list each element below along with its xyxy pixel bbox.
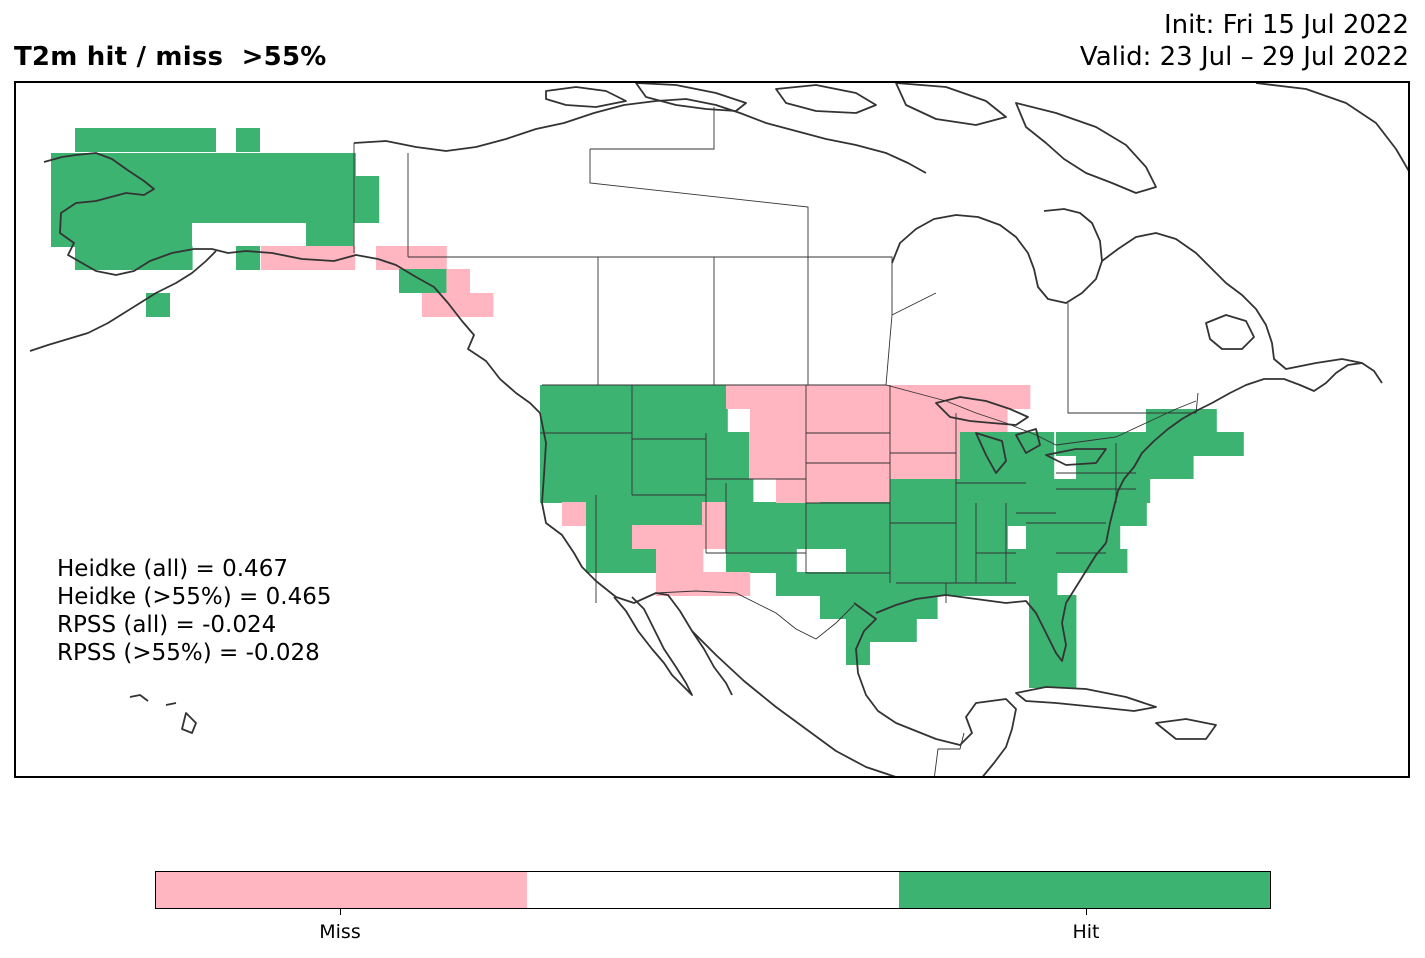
hit-cell	[540, 479, 728, 503]
hit-cell	[1029, 618, 1077, 642]
miss-cell	[446, 293, 494, 317]
coastline-hudson-bay	[891, 208, 1103, 304]
miss-cell	[750, 432, 798, 456]
miss-cell	[376, 246, 447, 270]
hit-cell	[540, 432, 728, 456]
coastline-gulf	[853, 602, 1017, 776]
coastline-mexico-west	[691, 630, 896, 776]
hit-cell	[960, 455, 1055, 479]
miss-cell	[562, 502, 586, 526]
colorbar-segment-miss	[156, 872, 528, 908]
hit-cell	[702, 432, 750, 456]
hit-cell	[236, 246, 260, 270]
border-canada-provinces	[407, 149, 1199, 414]
hit-cell	[306, 223, 354, 247]
score-heidke-55: Heidke (>55%) = 0.465	[57, 584, 332, 610]
coastline-pacific	[539, 412, 733, 696]
hit-cell	[960, 525, 1008, 549]
border-us-canada	[542, 384, 1197, 446]
hit-cell	[236, 128, 260, 152]
colorbar-tick-hit	[1086, 909, 1087, 915]
miss-cell	[796, 479, 891, 503]
border-guatemala	[934, 732, 965, 776]
miss-cell	[750, 455, 798, 479]
colorbar-tick-miss	[340, 909, 341, 915]
hit-cell	[586, 549, 657, 573]
map-canvas	[29, 83, 1408, 776]
hit-cell	[540, 409, 728, 433]
hit-cell	[75, 246, 193, 270]
map-title: T2m hit / miss >55%	[14, 42, 327, 72]
hit-cell	[75, 128, 216, 152]
hit-cell	[540, 385, 728, 409]
colorbar	[155, 871, 1271, 909]
coastline-hawaii	[129, 694, 197, 734]
border-us-mexico	[633, 590, 855, 640]
hit-cell	[1166, 432, 1214, 456]
miss-cell	[656, 549, 704, 573]
coastline-alaska	[43, 152, 541, 414]
coastline-atlantic	[1105, 362, 1383, 544]
hit-miss-grid	[51, 128, 1244, 688]
score-rpss-55: RPSS (>55%) = -0.028	[57, 640, 320, 666]
hit-cell	[702, 455, 750, 479]
coastline-gulf-north	[875, 542, 1107, 662]
hit-cell	[586, 502, 704, 526]
colorbar-label-hit: Hit	[1072, 921, 1100, 943]
hit-cell	[306, 176, 354, 200]
colorbar-label-miss: Miss	[319, 921, 361, 943]
hit-cell	[1056, 479, 1151, 503]
hit-cell	[51, 153, 356, 177]
coastline-greenland	[1255, 83, 1408, 172]
hit-cell	[1029, 664, 1077, 688]
hit-cell	[306, 199, 354, 223]
miss-cell	[866, 385, 1031, 409]
coastline-baja	[613, 596, 693, 696]
map-frame	[14, 81, 1410, 778]
miss-cell	[446, 269, 470, 293]
hit-cell	[1026, 525, 1121, 549]
coastline-labrador	[1101, 232, 1363, 370]
coastline-arctic-island-2	[635, 83, 747, 112]
coastline-cuba	[1015, 686, 1157, 712]
score-heidke-all: Heidke (all) = 0.467	[57, 556, 288, 582]
miss-cell	[632, 525, 727, 549]
skill-scores: Heidke (all) = 0.467 Heidke (>55%) = 0.4…	[57, 555, 331, 667]
coastline-arctic-island-4	[895, 83, 1007, 126]
valid-period: Valid: 23 Jul – 29 Jul 2022	[1079, 42, 1409, 72]
score-rpss-all: RPSS (all) = -0.024	[57, 612, 277, 638]
hit-cell	[51, 223, 192, 247]
miss-cell	[796, 455, 937, 479]
coastlines	[29, 83, 1408, 776]
hit-cell	[540, 455, 728, 479]
hit-cell	[960, 572, 1008, 596]
hit-cell	[846, 618, 917, 642]
init-date: Init: Fri 15 Jul 2022	[1164, 10, 1409, 40]
colorbar-segment-hit	[898, 872, 1270, 908]
colorbar-segment-neutral	[527, 872, 899, 908]
coastline-arctic-island-3	[775, 84, 877, 114]
coastline-baffin	[1015, 102, 1157, 194]
border-nwt	[590, 107, 715, 150]
coastline-alaska-peninsula	[29, 250, 217, 352]
coastline-newfoundland	[1205, 314, 1255, 350]
miss-cell	[890, 409, 1008, 433]
coastline-arctic-island-1	[545, 86, 627, 108]
miss-cell	[261, 246, 356, 270]
coastline-great-lakes	[935, 396, 1107, 474]
political-borders	[353, 107, 1199, 776]
hit-cell	[706, 479, 754, 503]
coastline-hispaniola	[1155, 718, 1217, 740]
border-us-states	[540, 385, 1136, 603]
coastline-arctic	[353, 98, 927, 174]
